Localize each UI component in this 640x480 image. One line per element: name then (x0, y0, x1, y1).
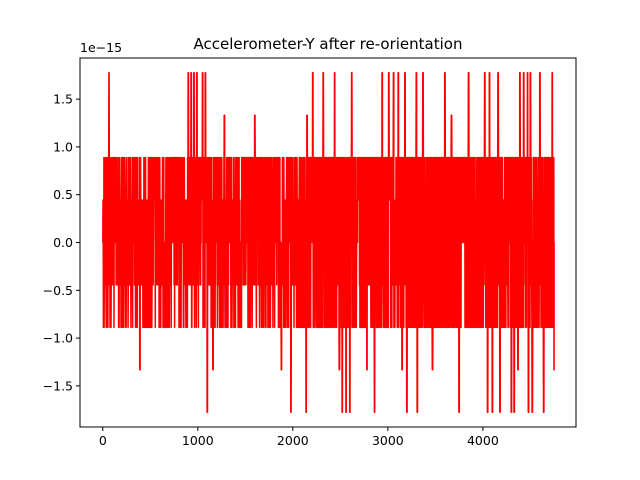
y-tick-label: 0.0 (53, 235, 73, 250)
x-tick-label: 1000 (182, 433, 214, 448)
y-axis: −1.5 −1.0 −0.5 0.0 0.5 1.0 1.5 (43, 92, 80, 393)
y-tick-label: 0.5 (53, 187, 73, 202)
x-axis: 0 1000 2000 3000 4000 (99, 427, 499, 448)
series-line (102, 71, 555, 414)
y-tick-label: 1.5 (53, 92, 73, 107)
y-tick-label: −1.0 (43, 331, 73, 346)
x-tick-label: 0 (99, 433, 107, 448)
x-tick-label: 3000 (372, 433, 404, 448)
y-tick-label: −0.5 (43, 283, 73, 298)
y-offset-label: 1e−15 (80, 40, 122, 55)
plot-area (102, 71, 555, 414)
x-tick-label: 4000 (467, 433, 499, 448)
y-tick-label: −1.5 (43, 378, 73, 393)
chart-title: Accelerometer-Y after re-orientation (194, 35, 463, 53)
x-tick-label: 2000 (277, 433, 309, 448)
y-tick-label: 1.0 (53, 139, 73, 154)
